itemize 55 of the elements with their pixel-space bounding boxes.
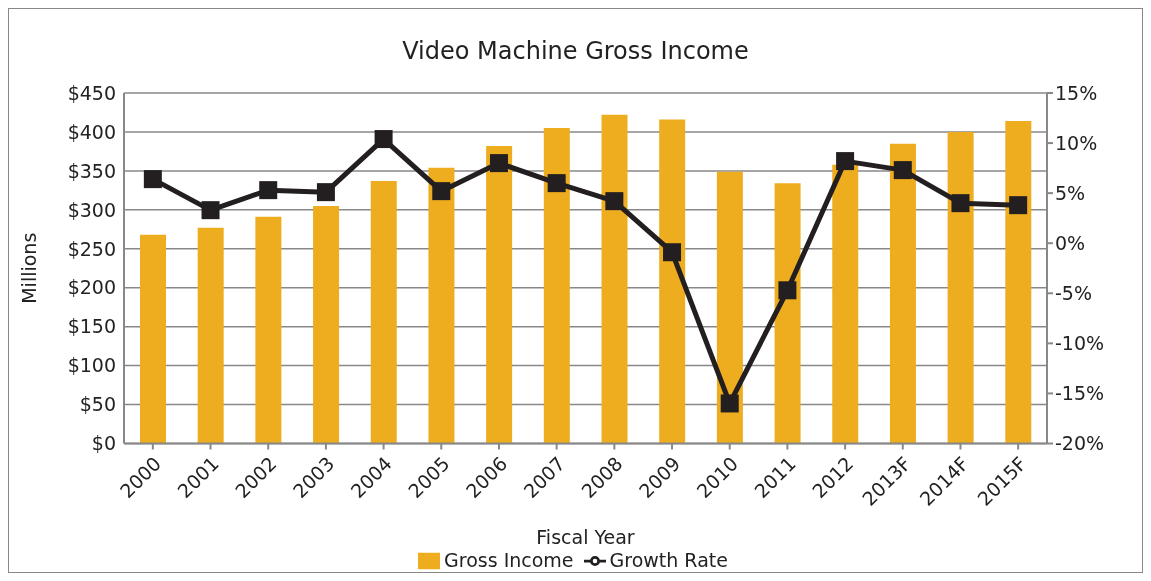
y2-tick-label: 15% (1055, 81, 1098, 104)
point (836, 152, 855, 171)
legend-label: Growth Rate (609, 548, 728, 571)
y2-tick-label: 10% (1055, 131, 1098, 154)
bar (370, 181, 397, 444)
y-tick-label: $400 (67, 120, 116, 143)
bar (140, 234, 166, 444)
point (547, 174, 566, 193)
bar (486, 145, 513, 444)
legend-label: Gross Income (444, 548, 574, 571)
y-tick-label: $250 (67, 237, 116, 260)
bar (832, 164, 859, 444)
point (893, 161, 912, 180)
point (201, 201, 220, 220)
y-tick-label: $150 (67, 315, 116, 338)
x-axis-title: Fiscal Year (536, 525, 635, 548)
point (663, 243, 682, 262)
point (778, 281, 797, 300)
y2-tick-label: 0% (1055, 231, 1086, 254)
bar (601, 114, 628, 444)
point (489, 154, 508, 173)
y2-tick-label: -20% (1055, 432, 1105, 455)
y-tick-label: $450 (67, 81, 116, 104)
point (316, 183, 335, 202)
point (951, 194, 970, 213)
point (1009, 196, 1028, 215)
point (143, 170, 162, 189)
bar (255, 216, 282, 444)
y-tick-label: $0 (91, 432, 116, 455)
y-axis-title: Millions (17, 232, 40, 304)
point (605, 192, 624, 211)
bar (947, 131, 974, 444)
y-tick-label: $350 (67, 159, 116, 182)
bar (1005, 121, 1032, 444)
point (259, 181, 278, 200)
y-tick-label: $200 (67, 276, 116, 299)
chart-title: Video Machine Gross Income (401, 37, 750, 67)
point (432, 182, 451, 201)
y-tick-label: $50 (79, 393, 116, 416)
y2-tick-label: -10% (1055, 332, 1105, 355)
y2-tick-label: -15% (1055, 382, 1105, 405)
y2-tick-label: 5% (1055, 181, 1086, 204)
bar (313, 205, 340, 444)
y-tick-label: $100 (67, 354, 116, 377)
bar (428, 167, 455, 444)
point (720, 394, 739, 413)
y2-tick-label: -5% (1055, 282, 1092, 305)
bar (543, 128, 570, 444)
bar (774, 183, 801, 444)
point (374, 130, 393, 149)
y-tick-label: $300 (67, 198, 116, 221)
bar (659, 119, 686, 444)
bar (716, 171, 743, 444)
bar (889, 143, 916, 444)
bar (197, 227, 224, 444)
